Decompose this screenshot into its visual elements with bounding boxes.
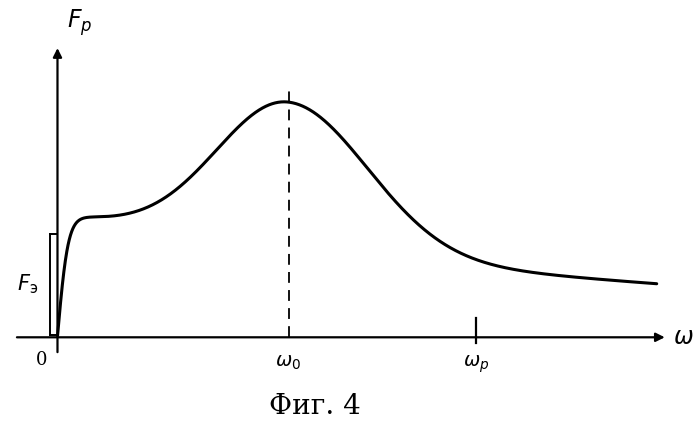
Text: $\omega_0$: $\omega_0$ [276,354,302,372]
Text: $\omega$: $\omega$ [673,326,693,349]
Text: $F_{\rm э}$: $F_{\rm э}$ [17,273,38,296]
Text: Фиг. 4: Фиг. 4 [270,392,361,420]
Text: $F_p$: $F_p$ [67,7,92,38]
Text: $\omega_p$: $\omega_p$ [463,354,489,375]
Text: 0: 0 [36,351,48,369]
